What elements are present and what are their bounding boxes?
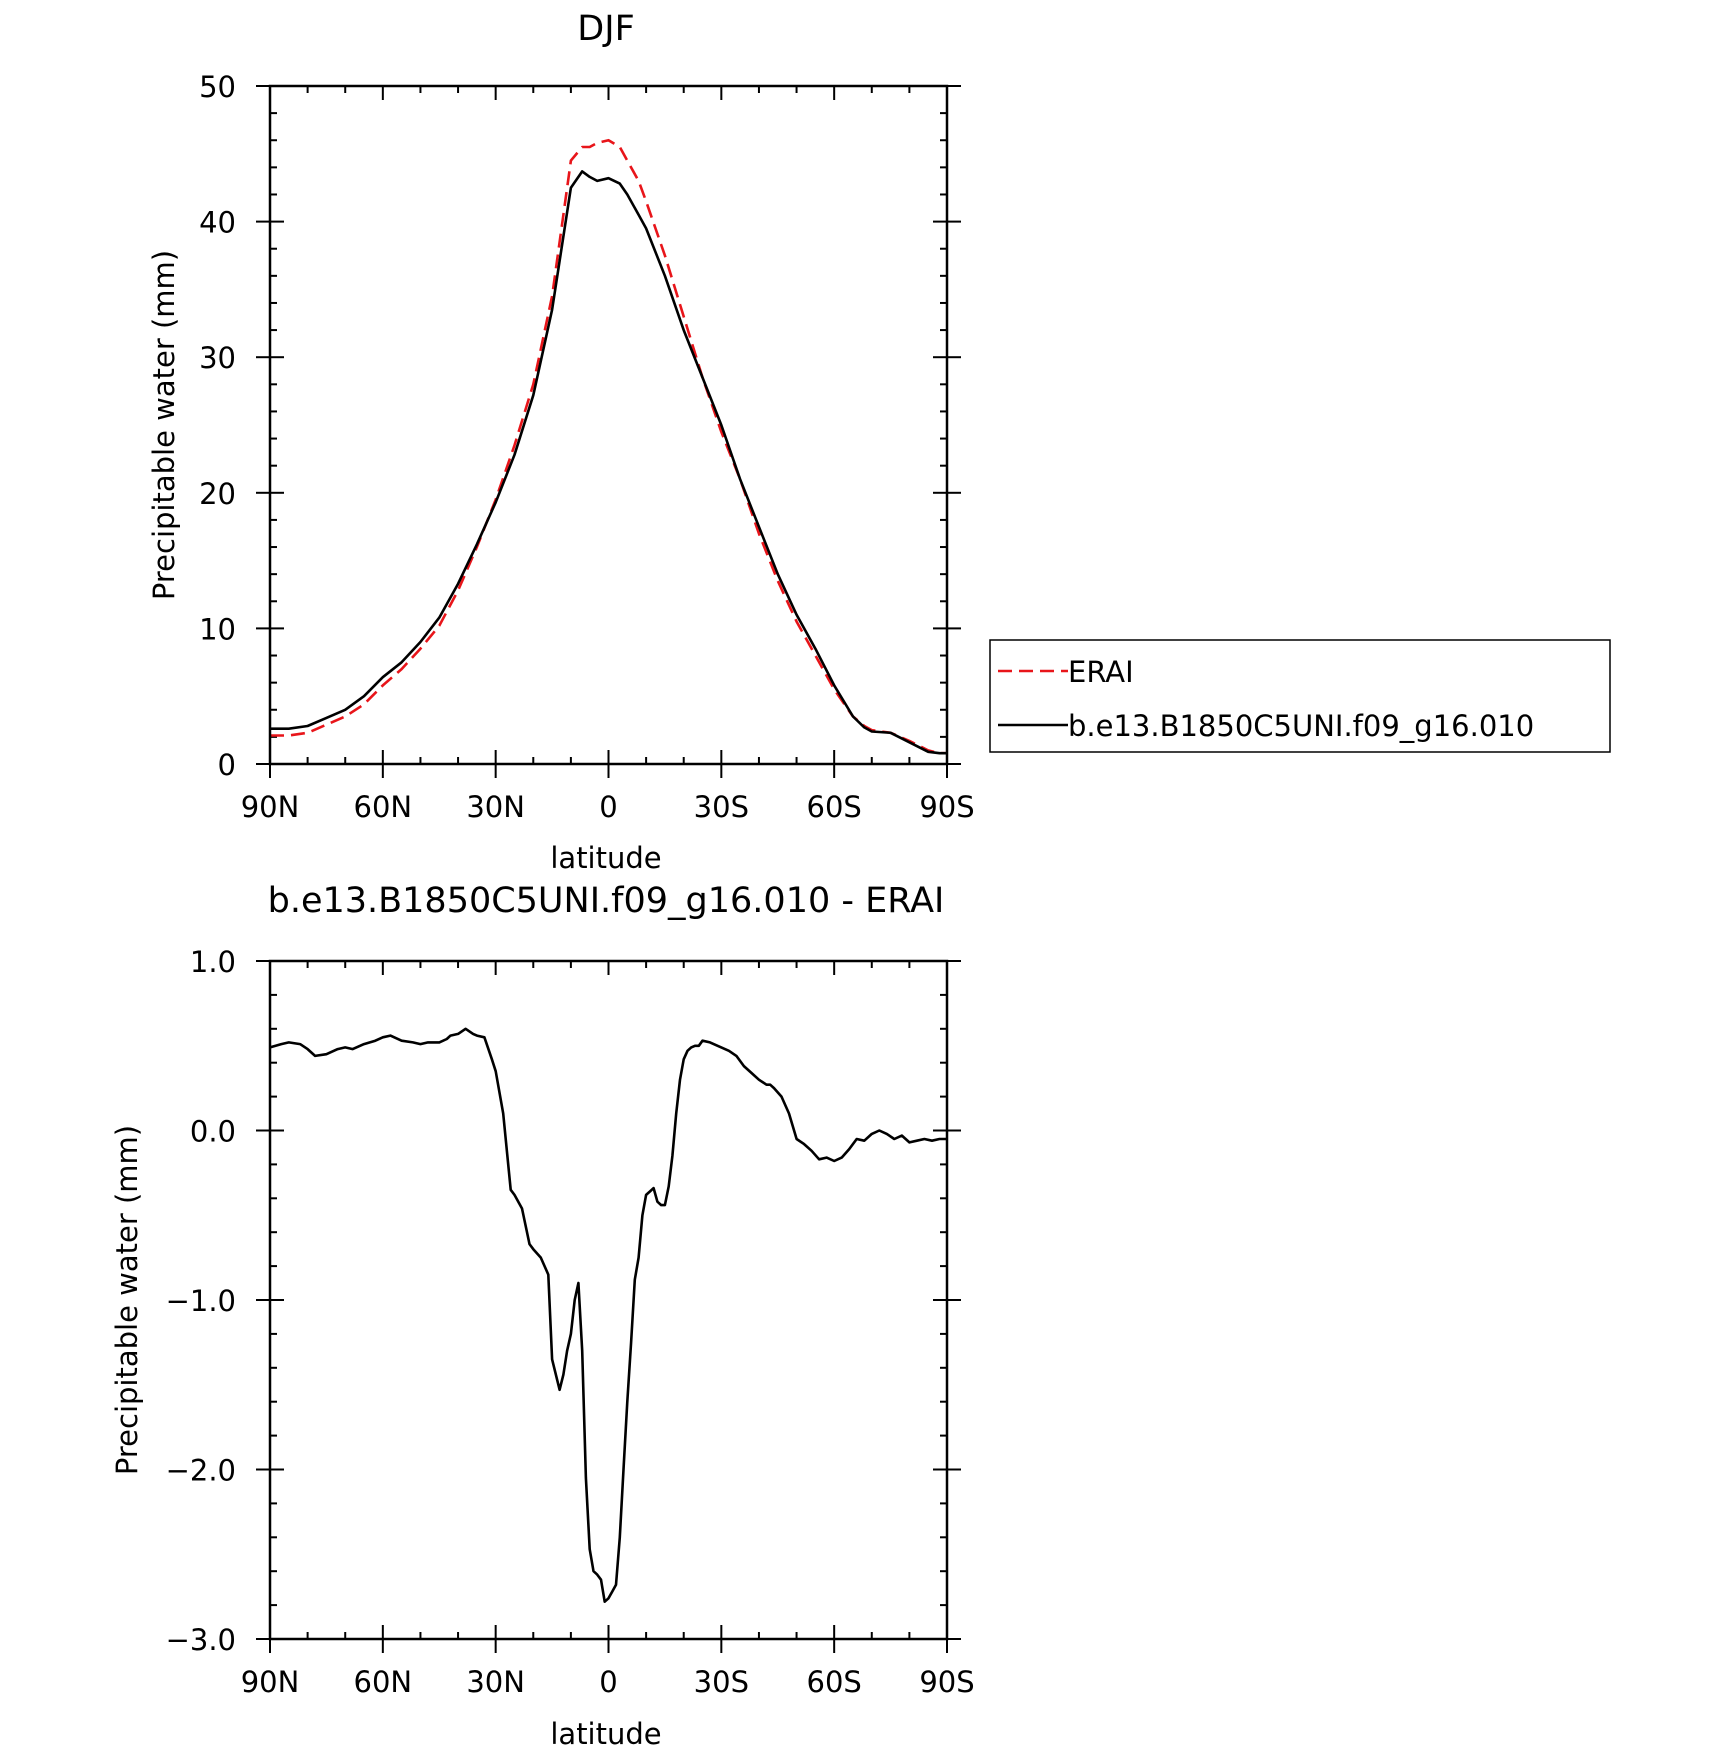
legend-label-model: b.e13.B1850C5UNI.f09_g16.010 [1068,709,1534,743]
djf-series-line-erai [270,138,947,755]
difference-y-tick-label: −1.0 [166,1284,236,1318]
djf-x-tick-label: 30N [466,790,525,824]
difference-x-tick-label: 90S [919,1665,974,1699]
djf-y-tick-label: 30 [199,341,236,375]
djf-x-tick-label: 90N [241,790,300,824]
djf-x-tick-label: 60S [807,790,862,824]
legend: ERAI b.e13.B1850C5UNI.f09_g16.010 [989,639,1611,753]
legend-label-erai: ERAI [1068,655,1134,689]
difference-y-tick-label: −3.0 [166,1623,236,1657]
djf-y-tick-label: 40 [199,206,236,240]
djf-y-tick-label: 20 [199,477,236,511]
difference-plot-frame [268,959,949,1641]
difference-x-tick-label: 0 [599,1665,617,1699]
difference-x-tick-label: 60N [354,1665,413,1699]
djf-plot-frame [268,84,949,766]
legend-box [989,639,1611,753]
djf-series-line-model [270,170,947,755]
difference-x-tick-label: 30S [694,1665,749,1699]
djf-x-tick-label: 90S [919,790,974,824]
difference-plot: b.e13.B1850C5UNI.f09_g16.010 - ERAI Prec… [110,881,975,1745]
djf-y-tick-label: 10 [199,612,236,646]
difference-y-tick-label: 1.0 [190,945,236,979]
djf-y-tick-label: 0 [218,748,236,782]
djf-y-axis-label: Precipitable water (mm) [147,250,181,600]
difference-x-tick-label: 30N [466,1665,525,1699]
djf-title: DJF [577,9,634,49]
djf-y-tick-label: 50 [199,70,236,104]
djf-x-tick-label: 0 [599,790,617,824]
difference-y-tick-label: 0.0 [190,1115,236,1149]
difference-y-tick-label: −2.0 [166,1454,236,1488]
djf-x-axis-label: latitude [550,841,661,875]
djf-x-tick-label: 60N [354,790,413,824]
difference-series-line-difference [269,1027,947,1603]
djf-x-tick-label: 30S [694,790,749,824]
difference-x-axis-label: latitude [550,1717,661,1745]
djf-plot: DJF Precipitable water (mm) latitude 90N… [147,9,975,875]
difference-title: b.e13.B1850C5UNI.f09_g16.010 - ERAI [268,881,945,921]
difference-x-tick-label: 60S [807,1665,862,1699]
difference-x-tick-label: 90N [241,1665,300,1699]
difference-y-axis-label: Precipitable water (mm) [110,1125,144,1475]
